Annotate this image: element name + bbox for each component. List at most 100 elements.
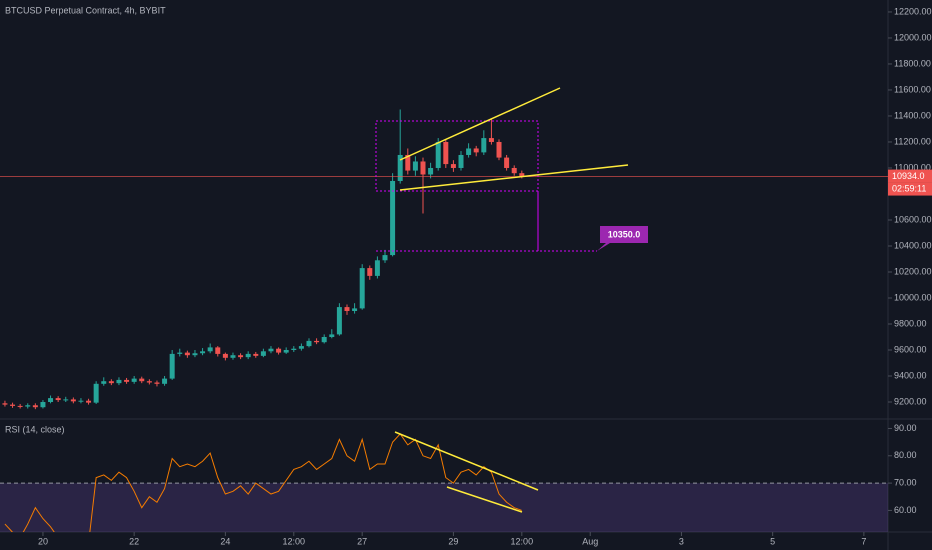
rsi-line — [4, 433, 522, 532]
candle-body — [405, 154, 411, 171]
y-tick-label: 12200.00 — [894, 6, 932, 16]
candle-body — [481, 138, 487, 153]
candle-body — [298, 346, 304, 349]
y-tick-label: 9800.00 — [894, 318, 927, 328]
x-tick-label: 12:00 — [283, 536, 306, 546]
candle-body — [496, 141, 502, 158]
y-tick-label: 10400.00 — [894, 240, 932, 250]
candle-body — [192, 353, 198, 356]
x-tick-label: 3 — [679, 536, 684, 546]
y-tick-label: 9200.00 — [894, 396, 927, 406]
candle-body — [131, 378, 137, 382]
candle-body — [359, 268, 365, 309]
candle-body — [336, 307, 342, 335]
candle-body — [245, 353, 251, 358]
candle-body — [230, 355, 236, 358]
candle-body — [412, 161, 418, 171]
candle-body — [222, 353, 228, 358]
candle-body — [32, 405, 38, 408]
x-tick-label: 27 — [357, 536, 367, 546]
candle-body — [276, 348, 282, 353]
candle-body — [124, 379, 130, 382]
x-tick-label: 20 — [38, 536, 48, 546]
candle-body — [55, 398, 61, 401]
rsi-y-tick-label: 80.00 — [894, 450, 917, 460]
candle-body — [238, 355, 244, 358]
candle-body — [207, 347, 213, 352]
candle-body — [184, 352, 190, 356]
candle-body — [78, 400, 84, 402]
candle-body — [283, 350, 289, 353]
rsi-y-tick-label: 90.00 — [894, 423, 917, 433]
x-tick-label: 7 — [861, 536, 866, 546]
candle-body — [488, 138, 494, 142]
y-tick-label: 9400.00 — [894, 370, 927, 380]
price-pane — [0, 109, 888, 410]
candle-body — [382, 255, 388, 261]
y-tick-label: 10000.00 — [894, 292, 932, 302]
trend-line — [399, 87, 561, 161]
candle-body — [2, 403, 8, 405]
rsi-title: RSI (14, close) — [5, 424, 65, 434]
y-tick-label: 9600.00 — [894, 344, 927, 354]
candle-body — [374, 260, 380, 276]
candle-body — [146, 381, 152, 383]
candle-body — [70, 399, 76, 402]
rsi-trend-line — [394, 431, 539, 491]
candle-body — [63, 399, 69, 401]
rsi-band — [0, 483, 888, 532]
x-tick-label: 24 — [220, 536, 230, 546]
axes: 9200.00 9400.00 9600.00 9800.00 10000.00 1020… — [38, 6, 932, 546]
candle-body — [253, 353, 259, 356]
candle-body — [344, 307, 350, 311]
candle-body — [519, 173, 525, 177]
rsi-y-tick-label: 70.00 — [894, 477, 917, 487]
candle-body — [25, 405, 31, 407]
countdown-tag — [888, 182, 932, 196]
candle-body — [48, 398, 54, 403]
y-tick-label: 11200.00 — [894, 136, 931, 146]
rsi-pane — [0, 433, 888, 532]
x-tick-label: 5 — [770, 536, 775, 546]
last-price-label: 10934.0 — [892, 171, 925, 181]
candle-body — [260, 351, 266, 356]
last-price-tag — [888, 169, 932, 183]
candle-body — [101, 381, 107, 384]
candle-body — [116, 379, 122, 384]
candle-body — [10, 404, 16, 406]
candle-body — [473, 148, 479, 153]
y-tick-label: 11600.00 — [894, 84, 931, 94]
candle-body — [154, 382, 160, 384]
x-tick-label: Aug — [582, 536, 598, 546]
x-tick-label: 22 — [129, 536, 139, 546]
target-label-box — [597, 226, 648, 251]
candle-body — [443, 141, 449, 165]
y-tick-label: 11400.00 — [894, 110, 931, 120]
candle-body — [268, 348, 274, 352]
candle-body — [435, 141, 441, 168]
y-tick-label: 10200.00 — [894, 266, 932, 276]
candle-body — [108, 381, 114, 384]
candle-body — [314, 340, 320, 343]
x-tick-label: 12:00 — [511, 536, 534, 546]
candle-body — [162, 378, 168, 384]
trend-line — [399, 164, 629, 191]
y-tick-label: 10600.00 — [894, 214, 932, 224]
candle-body — [504, 157, 510, 168]
candle-body — [169, 353, 175, 379]
chart-title: BTCUSD Perpetual Contract, 4h, BYBIT — [5, 5, 166, 15]
candle-body — [466, 148, 472, 155]
y-tick-label: 11800.00 — [894, 58, 931, 68]
candle-body — [390, 180, 396, 256]
candle-body — [420, 161, 426, 175]
countdown-label: 02:59:11 — [892, 183, 926, 193]
range-box — [375, 120, 539, 192]
rsi-trend-line — [446, 486, 523, 513]
candle-body — [17, 405, 23, 407]
candle-body — [200, 351, 206, 354]
candle-body — [291, 348, 297, 351]
x-tick-label: 29 — [448, 536, 458, 546]
candle-body — [177, 352, 183, 354]
